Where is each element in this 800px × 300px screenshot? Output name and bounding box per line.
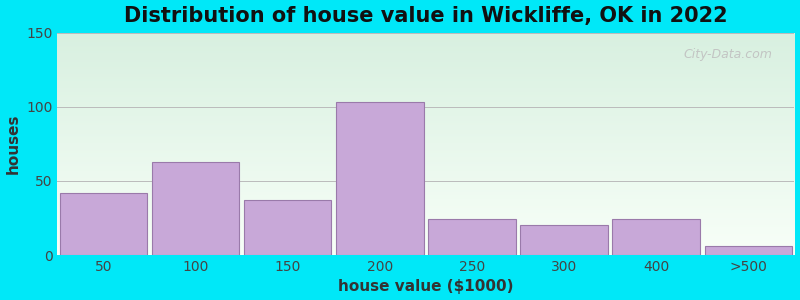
Bar [152, 162, 239, 255]
Title: Distribution of house value in Wickliffe, OK in 2022: Distribution of house value in Wickliffe… [124, 6, 728, 26]
Bar [428, 220, 516, 255]
Bar [520, 225, 608, 255]
Bar [613, 220, 700, 255]
X-axis label: house value ($1000): house value ($1000) [338, 279, 514, 294]
Bar [244, 200, 331, 255]
Bar [336, 102, 423, 255]
Bar [60, 193, 147, 255]
Y-axis label: houses: houses [6, 114, 21, 174]
Bar [705, 246, 792, 255]
Text: City-Data.com: City-Data.com [683, 48, 772, 61]
